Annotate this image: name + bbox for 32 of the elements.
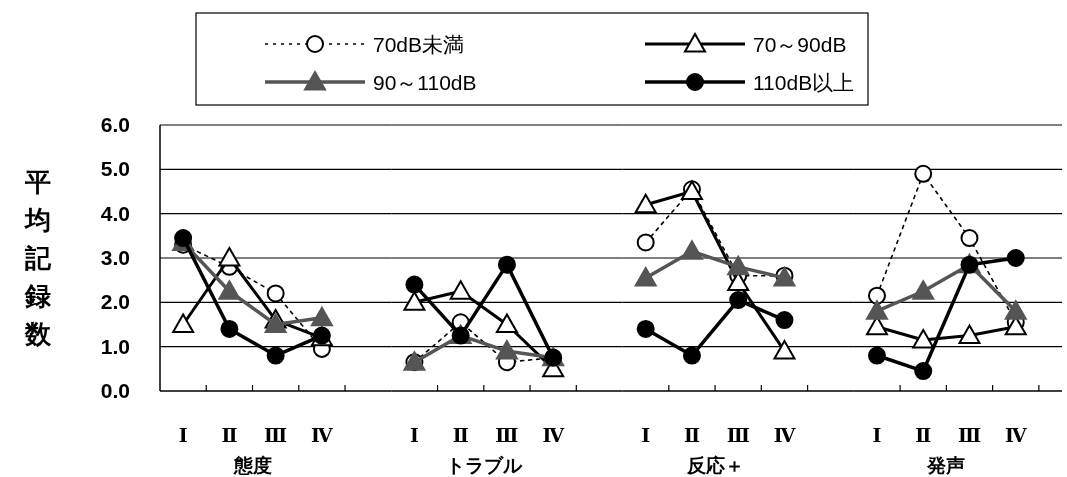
x-tick-label: Ⅳ xyxy=(311,425,334,446)
y-tick-label: 4.0 xyxy=(100,201,130,225)
y-axis-title: 平均記録数 xyxy=(23,167,52,349)
x-tick-label: Ⅱ xyxy=(452,425,469,446)
x-tick-label: Ⅱ xyxy=(683,425,700,446)
y-tick-label: 5.0 xyxy=(100,157,130,181)
x-axis-title: 発声 xyxy=(926,455,966,476)
y-tick-label: 0.0 xyxy=(100,379,130,402)
x-tick-label: Ⅱ xyxy=(915,425,932,446)
legend-label: 90～110dB xyxy=(373,71,477,94)
x-tick-label: Ⅳ xyxy=(773,425,796,446)
x-tick-label: Ⅰ xyxy=(178,425,188,446)
x-tick-label: Ⅱ xyxy=(221,425,238,446)
x-tick-label: Ⅳ xyxy=(542,425,565,446)
x-tick-label: Ⅰ xyxy=(872,425,882,446)
x-tick-label: Ⅲ xyxy=(957,425,982,446)
x-axis-title: トラブル xyxy=(445,455,523,476)
x-axis-title: 態度 xyxy=(232,455,272,476)
x-axis-title: 反応＋ xyxy=(685,455,744,476)
x-tick-label: Ⅲ xyxy=(495,425,519,446)
y-tick-label: 1.0 xyxy=(100,334,130,358)
legend-label: 70dB未満 xyxy=(373,33,465,56)
y-tick-label: 2.0 xyxy=(100,290,130,314)
x-tick-label: Ⅲ xyxy=(726,425,750,446)
legend-label: 70～90dB xyxy=(753,33,847,56)
x-tick-label: Ⅰ xyxy=(409,425,419,446)
x-tick-label: Ⅰ xyxy=(641,425,651,446)
legend-label: 110dB以上 xyxy=(753,71,855,94)
x-tick-label: Ⅳ xyxy=(1004,425,1027,446)
x-tick-label: Ⅲ xyxy=(264,425,288,446)
y-tick-label: 6.0 xyxy=(100,113,130,136)
y-tick-label: 3.0 xyxy=(100,246,130,269)
